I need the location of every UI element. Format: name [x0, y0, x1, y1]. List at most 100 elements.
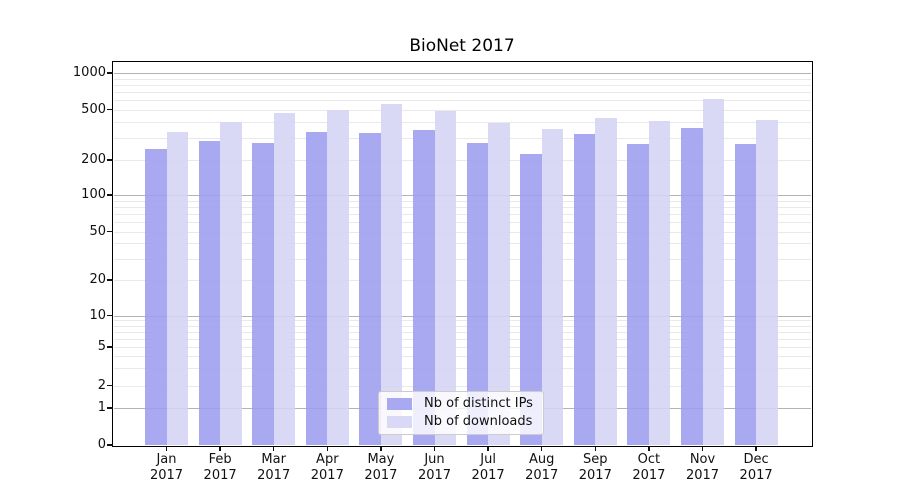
y-tick-mark — [107, 108, 113, 111]
legend-label: Nb of downloads — [424, 414, 533, 429]
bar-distinct-ips-sep — [573, 134, 596, 445]
legend-label: Nb of distinct IPs — [424, 396, 533, 411]
gridline-minor — [114, 347, 811, 348]
x-tick-mark — [701, 446, 704, 452]
bar-downloads-feb — [220, 121, 242, 445]
y-tick-label: 200 — [81, 152, 106, 167]
bar-distinct-ips-dec — [734, 144, 757, 445]
bar-downloads-jun — [434, 110, 456, 445]
bar-distinct-ips-apr — [305, 132, 328, 445]
bar-distinct-ips-oct — [627, 144, 649, 445]
bar-downloads-mar — [273, 113, 296, 445]
x-tick-mark — [165, 446, 168, 452]
bar-distinct-ips-feb — [198, 141, 221, 445]
bar-downloads-jul — [488, 123, 510, 445]
x-tick-label: Apr 2017 — [310, 452, 344, 483]
y-tick-mark — [107, 230, 113, 233]
x-tick-label: Oct 2017 — [632, 452, 666, 483]
y-tick-mark — [107, 279, 113, 281]
bar-distinct-ips-jun — [413, 129, 435, 445]
gridline-minor — [114, 338, 811, 340]
gridline-minor — [114, 84, 811, 86]
y-tick-label: 5 — [97, 339, 106, 354]
y-tick-label: 1 — [97, 400, 106, 415]
bar-distinct-ips-aug — [520, 153, 542, 445]
y-tick-mark — [107, 315, 113, 317]
chart-title: BioNet 2017 — [409, 36, 515, 56]
gridline-minor — [114, 206, 811, 208]
bar-downloads-may — [380, 103, 403, 445]
x-tick-label: Jun 2017 — [417, 452, 452, 483]
gridline-minor — [114, 258, 811, 260]
y-tick-label: 50 — [89, 223, 106, 239]
x-tick-mark — [380, 446, 382, 452]
legend-swatch-downloads — [387, 416, 412, 428]
bar-downloads-sep — [595, 118, 617, 445]
gridline-minor — [114, 243, 811, 245]
y-tick-mark — [107, 407, 113, 409]
gridline-minor — [114, 121, 811, 123]
x-tick-mark — [273, 446, 275, 452]
x-tick-mark — [541, 446, 543, 452]
gridline-minor — [114, 200, 811, 202]
bar-downloads-nov — [702, 99, 724, 445]
bar-downloads-apr — [327, 110, 349, 445]
y-tick-label: 2 — [97, 377, 106, 393]
y-tick-mark — [107, 444, 113, 446]
y-tick-mark — [107, 346, 113, 348]
gridline-minor — [114, 368, 811, 370]
gridline-minor — [114, 99, 811, 101]
gridline-major — [114, 195, 811, 196]
bar-distinct-ips-jul — [466, 143, 489, 445]
gridline-minor — [114, 109, 811, 111]
gridline-minor — [114, 160, 811, 161]
bar-distinct-ips-jan — [145, 148, 167, 445]
gridline-minor — [114, 91, 811, 93]
gridline-minor — [114, 320, 811, 322]
gridline-minor — [114, 356, 811, 358]
legend-item-downloads: Nb of downloads — [387, 415, 535, 429]
bar-distinct-ips-mar — [252, 143, 274, 445]
gridline-minor — [114, 78, 811, 80]
x-tick-label: Dec 2017 — [739, 452, 773, 483]
gridline-major — [114, 315, 811, 317]
gridline-minor — [114, 231, 811, 233]
y-tick-label: 20 — [89, 272, 106, 287]
y-tick-label: 10 — [89, 307, 106, 323]
x-tick-label: Feb 2017 — [203, 452, 237, 483]
y-tick-mark — [107, 384, 113, 387]
gridline-minor — [114, 325, 811, 327]
plot-area — [114, 63, 811, 445]
y-tick-label: 1000 — [72, 65, 106, 80]
y-tick-mark — [107, 159, 113, 161]
x-tick-label: May 2017 — [364, 452, 398, 483]
x-tick-label: Sep 2017 — [578, 452, 612, 483]
legend-swatch-distinct-ips — [387, 398, 412, 410]
x-tick-mark — [326, 446, 328, 452]
gridline-minor — [114, 331, 811, 333]
bar-distinct-ips-nov — [681, 128, 703, 445]
x-tick-mark — [433, 446, 436, 452]
gridline-minor — [114, 137, 811, 139]
x-tick-mark — [755, 446, 757, 452]
legend: Nb of distinct IPs Nb of downloads — [378, 391, 544, 435]
bar-downloads-dec — [756, 119, 778, 445]
x-tick-label: Jan 2017 — [149, 452, 184, 483]
y-tick-label: 500 — [81, 101, 106, 117]
x-tick-label: Aug 2017 — [525, 452, 559, 483]
x-tick-mark — [648, 446, 650, 452]
legend-item-distinct-ips: Nb of distinct IPs — [387, 397, 535, 411]
bar-downloads-aug — [541, 129, 564, 445]
y-tick-mark — [107, 194, 113, 196]
x-tick-label: Mar 2017 — [257, 452, 291, 483]
y-tick-label: 100 — [81, 187, 106, 202]
y-tick-mark — [107, 72, 113, 74]
gridline-minor — [114, 280, 811, 281]
bar-distinct-ips-may — [359, 133, 381, 445]
bar-downloads-oct — [648, 121, 671, 445]
y-tick-label: 0 — [97, 437, 106, 452]
gridline-minor — [114, 221, 811, 223]
x-tick-label: Jul 2017 — [471, 452, 505, 483]
gridline-major — [114, 73, 811, 74]
